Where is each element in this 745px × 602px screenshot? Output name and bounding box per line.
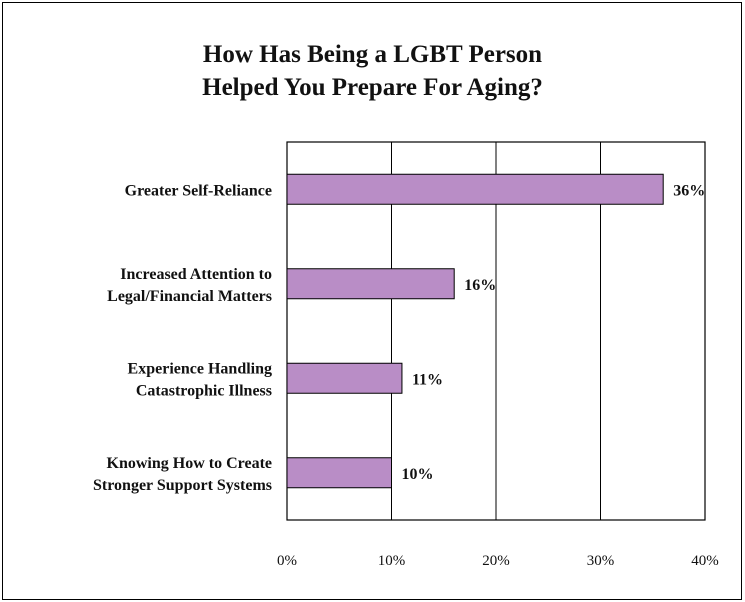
x-tick-label: 20% [482, 553, 510, 569]
chart-title-line-2: Helped You Prepare For Aging? [202, 74, 543, 101]
category-label: Greater Self-Reliance [125, 182, 272, 199]
category-label: Increased Attention to [120, 266, 272, 283]
category-label: Legal/Financial Matters [107, 288, 272, 305]
data-label: 11% [412, 371, 443, 388]
x-tick-label: 30% [587, 553, 615, 569]
chart-title-line-1: How Has Being a LGBT Person [202, 41, 543, 68]
data-label: 36% [673, 182, 705, 199]
x-tick-label: 0% [277, 553, 297, 569]
bar [286, 457, 392, 489]
x-tick-label: 40% [691, 553, 719, 569]
category-label: Catastrophic Illness [136, 382, 272, 399]
bar [286, 268, 455, 300]
category-label: Experience Handling [128, 360, 272, 377]
category-label: Knowing How to Create [107, 455, 272, 472]
x-tick-label: 10% [378, 553, 406, 569]
plot-area-border [286, 141, 706, 521]
bar [286, 362, 403, 394]
data-label: 16% [464, 277, 496, 294]
data-label: 10% [402, 466, 434, 483]
bar [286, 173, 664, 205]
category-label: Stronger Support Systems [93, 477, 272, 494]
